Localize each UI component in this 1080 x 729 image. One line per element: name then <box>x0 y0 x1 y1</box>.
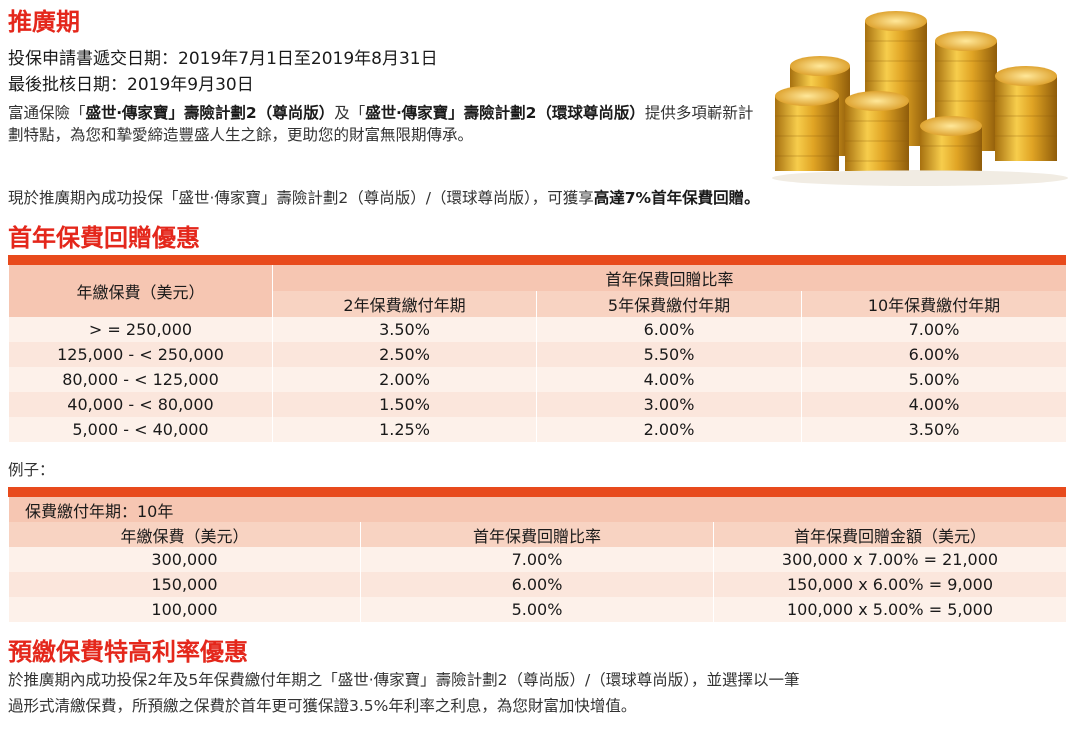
term-5-year-header: 5年保費繳付年期 <box>536 291 802 317</box>
example-divider <box>8 487 1066 497</box>
intro-plan-premier: 盛世‧傳家寶」壽險計劃2（尊尚版） <box>85 104 335 122</box>
example-premium-header: 年繳保費（美元） <box>8 522 361 547</box>
table-row: 300,000 7.00% 300,000 x 7.00% = 21,000 <box>8 547 1067 572</box>
ratio-cell: 5.50% <box>536 342 802 367</box>
table-row: 5,000 - < 40,000 1.25% 2.00% 3.50% <box>8 417 1068 442</box>
table-row: 80,000 - < 125,000 2.00% 4.00% 5.00% <box>8 367 1068 392</box>
rebate-divider <box>8 255 1066 265</box>
ratio-cell: 7.00% <box>800 317 1068 342</box>
intro-part-3: 及「 <box>334 104 366 122</box>
example-label: 例子： <box>8 461 55 479</box>
intro-plan-global: 盛世‧傳家寶」壽險計劃2（環球尊尚版） <box>365 104 645 122</box>
example-term: 保費繳付年期：10年 <box>8 497 1067 522</box>
ratio-cell: 2.00% <box>272 367 537 392</box>
ratio-cell: 6.00% <box>536 317 802 342</box>
ratio-cell: 1.50% <box>272 392 537 417</box>
ratio-cell: 5.00% <box>800 367 1068 392</box>
ratio-cell: 6.00% <box>800 342 1068 367</box>
promo-title: 推廣期 <box>8 8 80 36</box>
term-10-year-header: 10年保費繳付年期 <box>800 291 1068 317</box>
ratio-cell: 2.00% <box>536 417 802 442</box>
prepay-title: 預繳保費特高利率優惠 <box>8 638 248 666</box>
example-table: 保費繳付年期：10年 年繳保費（美元） 首年保費回贈比率 首年保費回贈金額（美元… <box>8 497 1067 622</box>
example-ratio: 5.00% <box>360 597 714 622</box>
premium-range: 125,000 - < 250,000 <box>8 342 273 367</box>
intro-part-5: 提供多項嶄新計劃特點，為您和摯愛締造豐盛人生之餘，更助您的財富無限期傳承。 <box>8 104 754 144</box>
example-premium: 150,000 <box>8 572 361 597</box>
approval-label: 最後批核日期： <box>8 75 127 95</box>
table-row: > = 250,000 3.50% 6.00% 7.00% <box>8 317 1068 342</box>
submission-date: 投保申請書遞交日期：2019年7月1日至2019年8月31日 <box>8 44 438 69</box>
premium-column-header: 年繳保費（美元） <box>8 265 273 317</box>
ratio-cell: 4.00% <box>536 367 802 392</box>
prepay-line-1: 於推廣期內成功投保2年及5年保費繳付年期之「盛世‧傳家寶」壽險計劃2（尊尚版）/… <box>8 671 800 689</box>
offer-highlight: 高達7%首年保費回贈。 <box>593 189 760 207</box>
premium-range: 5,000 - < 40,000 <box>8 417 273 442</box>
example-ratio: 6.00% <box>360 572 714 597</box>
ratio-column-header: 首年保費回贈比率 <box>271 265 1068 291</box>
premium-range: 40,000 - < 80,000 <box>8 392 273 417</box>
example-amount-header: 首年保費回贈金額（美元） <box>713 522 1067 547</box>
submission-value: 2019年7月1日至2019年8月31日 <box>178 49 438 69</box>
rebate-subheader-row: 2年保費繳付年期 5年保費繳付年期 10年保費繳付年期 <box>9 291 1068 317</box>
intro-part-1: 富通保險「 <box>8 104 86 122</box>
ratio-cell: 3.00% <box>536 392 802 417</box>
example-ratio: 7.00% <box>360 547 714 572</box>
intro-paragraph: 富通保險「盛世‧傳家寶」壽險計劃2（尊尚版）及「盛世‧傳家寶」壽險計劃2（環球尊… <box>8 102 758 146</box>
ratio-cell: 4.00% <box>800 392 1068 417</box>
offer-text: 現於推廣期內成功投保「盛世‧傳家寶」壽險計劃2（尊尚版）/（環球尊尚版），可獲享 <box>8 189 594 207</box>
ratio-cell: 2.50% <box>272 342 537 367</box>
example-premium: 300,000 <box>8 547 361 572</box>
table-row: 125,000 - < 250,000 2.50% 5.50% 6.00% <box>8 342 1068 367</box>
approval-value: 2019年9月30日 <box>127 75 254 95</box>
approval-date: 最後批核日期：2019年9月30日 <box>8 70 254 95</box>
example-header-row: 年繳保費（美元） 首年保費回贈比率 首年保費回贈金額（美元） <box>8 522 1067 547</box>
example-premium: 100,000 <box>8 597 361 622</box>
table-row: 40,000 - < 80,000 1.50% 3.00% 4.00% <box>8 392 1068 417</box>
example-amount: 300,000 x 7.00% = 21,000 <box>713 547 1067 572</box>
rebate-title: 首年保費回贈優惠 <box>8 224 200 252</box>
rebate-table: 年繳保費（美元） 首年保費回贈比率 2年保費繳付年期 5年保費繳付年期 10年保… <box>8 265 1068 442</box>
rebate-header-row: 年繳保費（美元） 首年保費回贈比率 <box>8 265 1068 317</box>
table-row: 100,000 5.00% 100,000 x 5.00% = 5,000 <box>8 597 1067 622</box>
ratio-cell: 1.25% <box>272 417 537 442</box>
example-amount: 150,000 x 6.00% = 9,000 <box>713 572 1067 597</box>
table-row: 150,000 6.00% 150,000 x 6.00% = 9,000 <box>8 572 1067 597</box>
ratio-cell: 3.50% <box>800 417 1068 442</box>
premium-range: > = 250,000 <box>8 317 273 342</box>
example-term-row: 保費繳付年期：10年 <box>8 497 1067 522</box>
ratio-cell: 3.50% <box>272 317 537 342</box>
submission-label: 投保申請書遞交日期： <box>8 49 178 69</box>
gold-coins-image <box>772 11 1068 186</box>
example-ratio-header: 首年保費回贈比率 <box>360 522 714 547</box>
term-2-year-header: 2年保費繳付年期 <box>272 291 537 317</box>
example-amount: 100,000 x 5.00% = 5,000 <box>713 597 1067 622</box>
premium-range: 80,000 - < 125,000 <box>8 367 273 392</box>
prepay-line-2: 過形式清繳保費，所預繳之保費於首年更可獲保證3.5%年利率之利息，為您財富加快增… <box>8 697 637 715</box>
offer-line: 現於推廣期內成功投保「盛世‧傳家寶」壽險計劃2（尊尚版）/（環球尊尚版），可獲享… <box>8 186 760 208</box>
